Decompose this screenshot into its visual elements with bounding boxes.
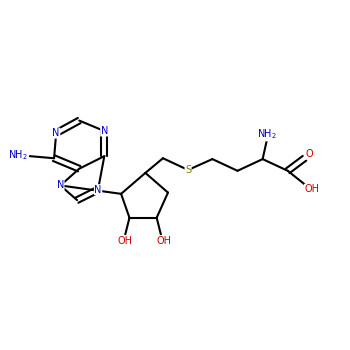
Text: NH$_2$: NH$_2$ (257, 127, 277, 141)
Text: N: N (52, 128, 60, 138)
Text: N: N (57, 181, 64, 190)
Text: NH$_2$: NH$_2$ (8, 148, 28, 162)
Text: OH: OH (304, 184, 320, 194)
Text: OH: OH (157, 236, 172, 246)
Text: N: N (101, 126, 108, 136)
Text: OH: OH (118, 236, 133, 246)
Text: S: S (185, 165, 191, 175)
Text: O: O (306, 149, 313, 159)
Text: N: N (94, 185, 102, 195)
